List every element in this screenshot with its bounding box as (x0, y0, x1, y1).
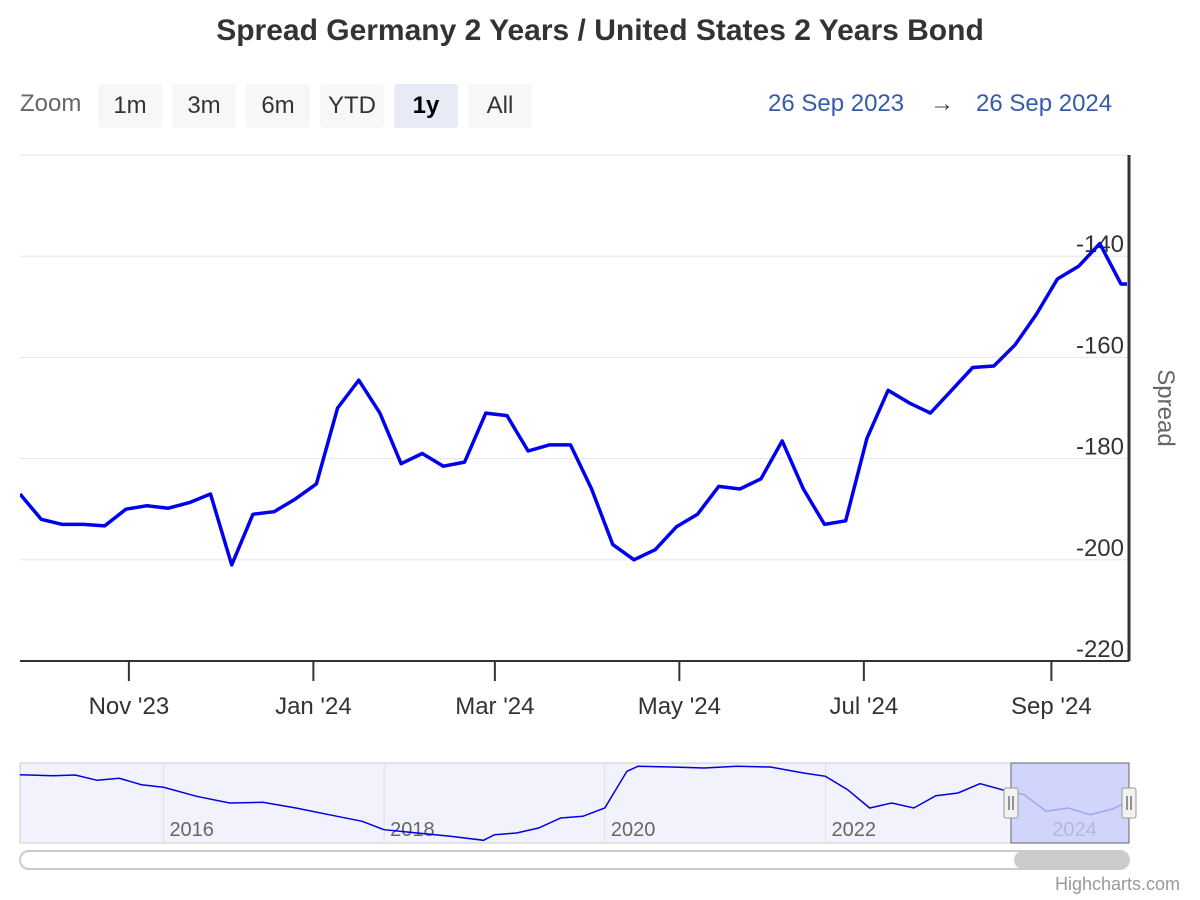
navigator-background (19, 762, 1130, 844)
zoom-all-button[interactable]: All (468, 84, 532, 128)
navigator-left-handle[interactable] (1003, 787, 1019, 819)
x-tick-label: Nov '23 (89, 693, 170, 720)
zoom-ytd-button[interactable]: YTD (320, 84, 384, 128)
y-tick-label: -160 (1076, 332, 1124, 359)
navigator-year-label: 2022 (832, 819, 877, 841)
x-tick-label: Jul '24 (830, 693, 899, 720)
scrollbar-thumb[interactable] (1014, 851, 1129, 869)
scrollbar-track[interactable] (19, 850, 1130, 870)
x-tick-label: Mar '24 (455, 693, 534, 720)
navigator-year-label: 2020 (611, 819, 656, 841)
chart-title: Spread Germany 2 Years / United States 2… (216, 14, 984, 47)
highcharts-credits[interactable]: Highcharts.com (1054, 874, 1180, 894)
navigator-year-label: 2018 (390, 819, 435, 841)
navigator-selected-range[interactable] (1010, 762, 1130, 844)
y-tick-label: -200 (1076, 535, 1124, 562)
zoom-1y-button[interactable]: 1y (394, 84, 458, 128)
zoom-6m-button[interactable]: 6m (246, 84, 310, 128)
range-to-input[interactable]: 26 Sep 2024 (976, 90, 1113, 117)
y-tick-label: -180 (1076, 434, 1124, 461)
range-from-input[interactable]: 26 Sep 2023 (768, 90, 905, 117)
x-tick-label: Jan '24 (275, 693, 352, 720)
navigator-series-layer (19, 765, 1130, 842)
navigator-year-label: 2016 (169, 819, 214, 841)
navigator-right-handle[interactable] (1121, 787, 1137, 819)
series-line (20, 241, 1127, 567)
navigator-series-line (19, 765, 1130, 842)
zoom-3m-button[interactable]: 3m (172, 84, 236, 128)
y-tick-label: -220 (1076, 636, 1124, 663)
series-layer (20, 241, 1127, 567)
zoom-1m-button[interactable]: 1m (98, 84, 162, 128)
zoom-label: Zoom (20, 90, 82, 117)
x-tick-label: Sep '24 (1011, 693, 1092, 720)
x-tick-label: May '24 (638, 693, 721, 720)
range-arrow: → (930, 90, 954, 117)
y-axis-title: Spread (1152, 369, 1179, 446)
grid-layer (20, 255, 1128, 561)
